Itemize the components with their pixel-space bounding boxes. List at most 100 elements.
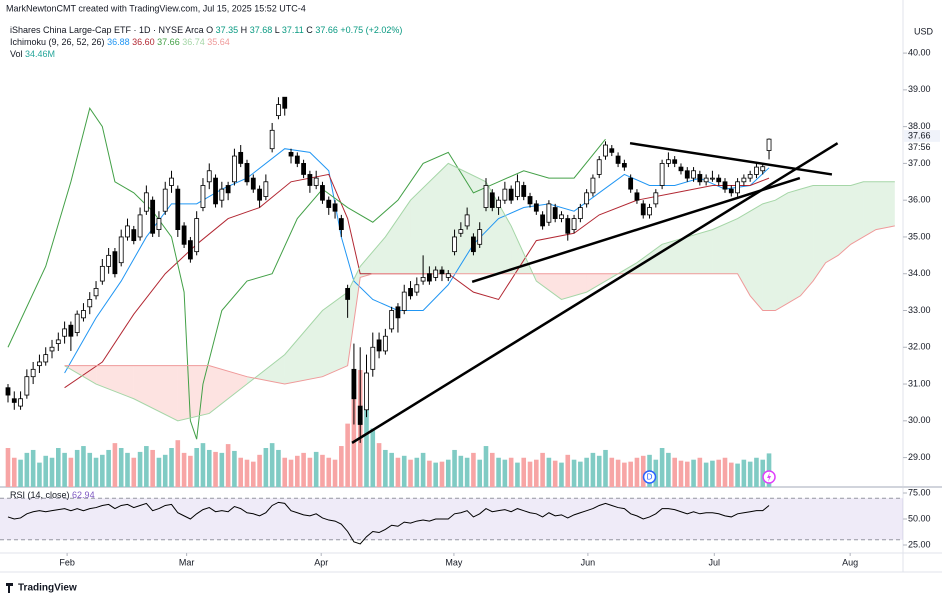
volume-bar — [659, 448, 665, 487]
rsi-tick-label: 50.00 — [908, 513, 931, 523]
candle-body — [74, 313, 80, 333]
candle-body — [376, 339, 382, 352]
candle-body — [703, 177, 709, 183]
candle-body — [18, 398, 23, 407]
y-tick-label: 34.00 — [908, 268, 931, 278]
candle-body — [55, 339, 61, 344]
volume-bar — [181, 452, 187, 487]
attribution: MarkNewtonCMT created with TradingView.c… — [6, 3, 306, 13]
y-tick-label: 37.00 — [908, 158, 931, 168]
volume-bar — [106, 449, 111, 487]
candle-body — [483, 185, 489, 208]
indicator-value: 36.88 — [107, 37, 130, 47]
candle-body — [647, 207, 652, 216]
trendline — [351, 142, 839, 444]
candle-body — [414, 284, 420, 293]
x-tick-label: Jul — [709, 557, 721, 567]
candle-body — [496, 199, 501, 208]
candle-body — [282, 96, 288, 109]
candle-body — [659, 163, 665, 186]
volume-bar — [571, 459, 577, 487]
candle-body — [439, 269, 445, 275]
candle-body — [596, 159, 602, 175]
volume-bar — [169, 448, 174, 487]
candle-body — [590, 177, 596, 194]
legend-row: Vol 34.46M — [10, 49, 55, 59]
candle-body — [250, 177, 256, 190]
ichimoku-cloud — [687, 229, 713, 274]
y-tick-label: 36.00 — [908, 195, 931, 205]
volume-bar — [420, 452, 426, 487]
candle-body — [445, 273, 451, 278]
volume-bar — [74, 449, 80, 487]
volume-bar — [716, 459, 722, 487]
volume-bar — [282, 457, 288, 487]
candle-body — [200, 185, 206, 208]
volume-bar — [56, 448, 61, 487]
volume-bar — [552, 460, 558, 487]
indicator-value: 37.66 — [157, 37, 180, 47]
ohlc-key: C — [306, 25, 313, 35]
candle-body — [577, 207, 583, 219]
candle-body — [559, 214, 564, 219]
ichimoku-cloud — [133, 365, 178, 421]
indicator-name: RSI (14, close) — [10, 490, 70, 500]
y-tick-label: 35.00 — [908, 231, 931, 241]
ichimoku-cloud — [284, 310, 323, 385]
volume-bar — [43, 455, 49, 487]
volume-bar — [200, 443, 206, 487]
volume-bar — [339, 446, 344, 487]
x-tick-label: Mar — [179, 557, 195, 567]
volume-bar — [703, 462, 709, 487]
ichimoku-cloud — [712, 218, 738, 274]
candle-body — [232, 155, 237, 183]
volume-bar — [640, 455, 646, 487]
volume-bar — [244, 459, 250, 487]
volume-bar — [313, 451, 319, 487]
candle-body — [609, 148, 615, 153]
candle-body — [68, 324, 74, 337]
candle-body — [313, 177, 319, 186]
volume-bar — [728, 462, 734, 487]
ichimoku-line — [64, 162, 895, 422]
candle-body — [691, 170, 696, 179]
volume-bar — [521, 457, 527, 487]
candle-body — [452, 236, 457, 253]
candle-body — [93, 288, 99, 297]
event-label: D — [647, 473, 653, 482]
volume-bar — [389, 452, 394, 487]
ohlc-key: O — [206, 25, 213, 35]
volume-bar — [439, 461, 445, 487]
candle-body — [156, 218, 162, 230]
volume-bar — [301, 452, 306, 487]
candle-body — [540, 214, 546, 227]
candle-body — [62, 328, 67, 337]
candle-body — [169, 177, 174, 186]
ichimoku-cloud — [385, 200, 411, 274]
candle-body — [697, 174, 703, 183]
legend-row: RSI (14, close) 62.94 — [10, 490, 95, 500]
volume-bar — [710, 460, 715, 487]
ichimoku-cloud — [775, 192, 788, 311]
ohlc-key: H — [241, 25, 248, 35]
volume-bar — [81, 446, 86, 487]
legend-row: iShares China Large-Cap ETF · 1D · NYSE … — [10, 25, 402, 35]
candle-body — [294, 155, 300, 164]
candle-body — [420, 277, 426, 282]
volume-bar — [666, 452, 671, 487]
volume-bar — [754, 457, 759, 487]
volume-bar — [11, 457, 17, 487]
volume-bar — [276, 449, 281, 487]
candle-body — [615, 155, 621, 164]
volume-bar — [351, 384, 357, 487]
candle-body — [43, 354, 49, 363]
candle-body — [257, 188, 262, 201]
ichimoku-cloud — [177, 365, 210, 421]
candle-body — [326, 199, 332, 208]
ohlc-value: 37.68 — [250, 25, 273, 35]
volume-bar — [489, 452, 495, 487]
candle-body — [187, 240, 193, 260]
volume-bar — [206, 449, 212, 487]
candle-body — [112, 251, 118, 275]
